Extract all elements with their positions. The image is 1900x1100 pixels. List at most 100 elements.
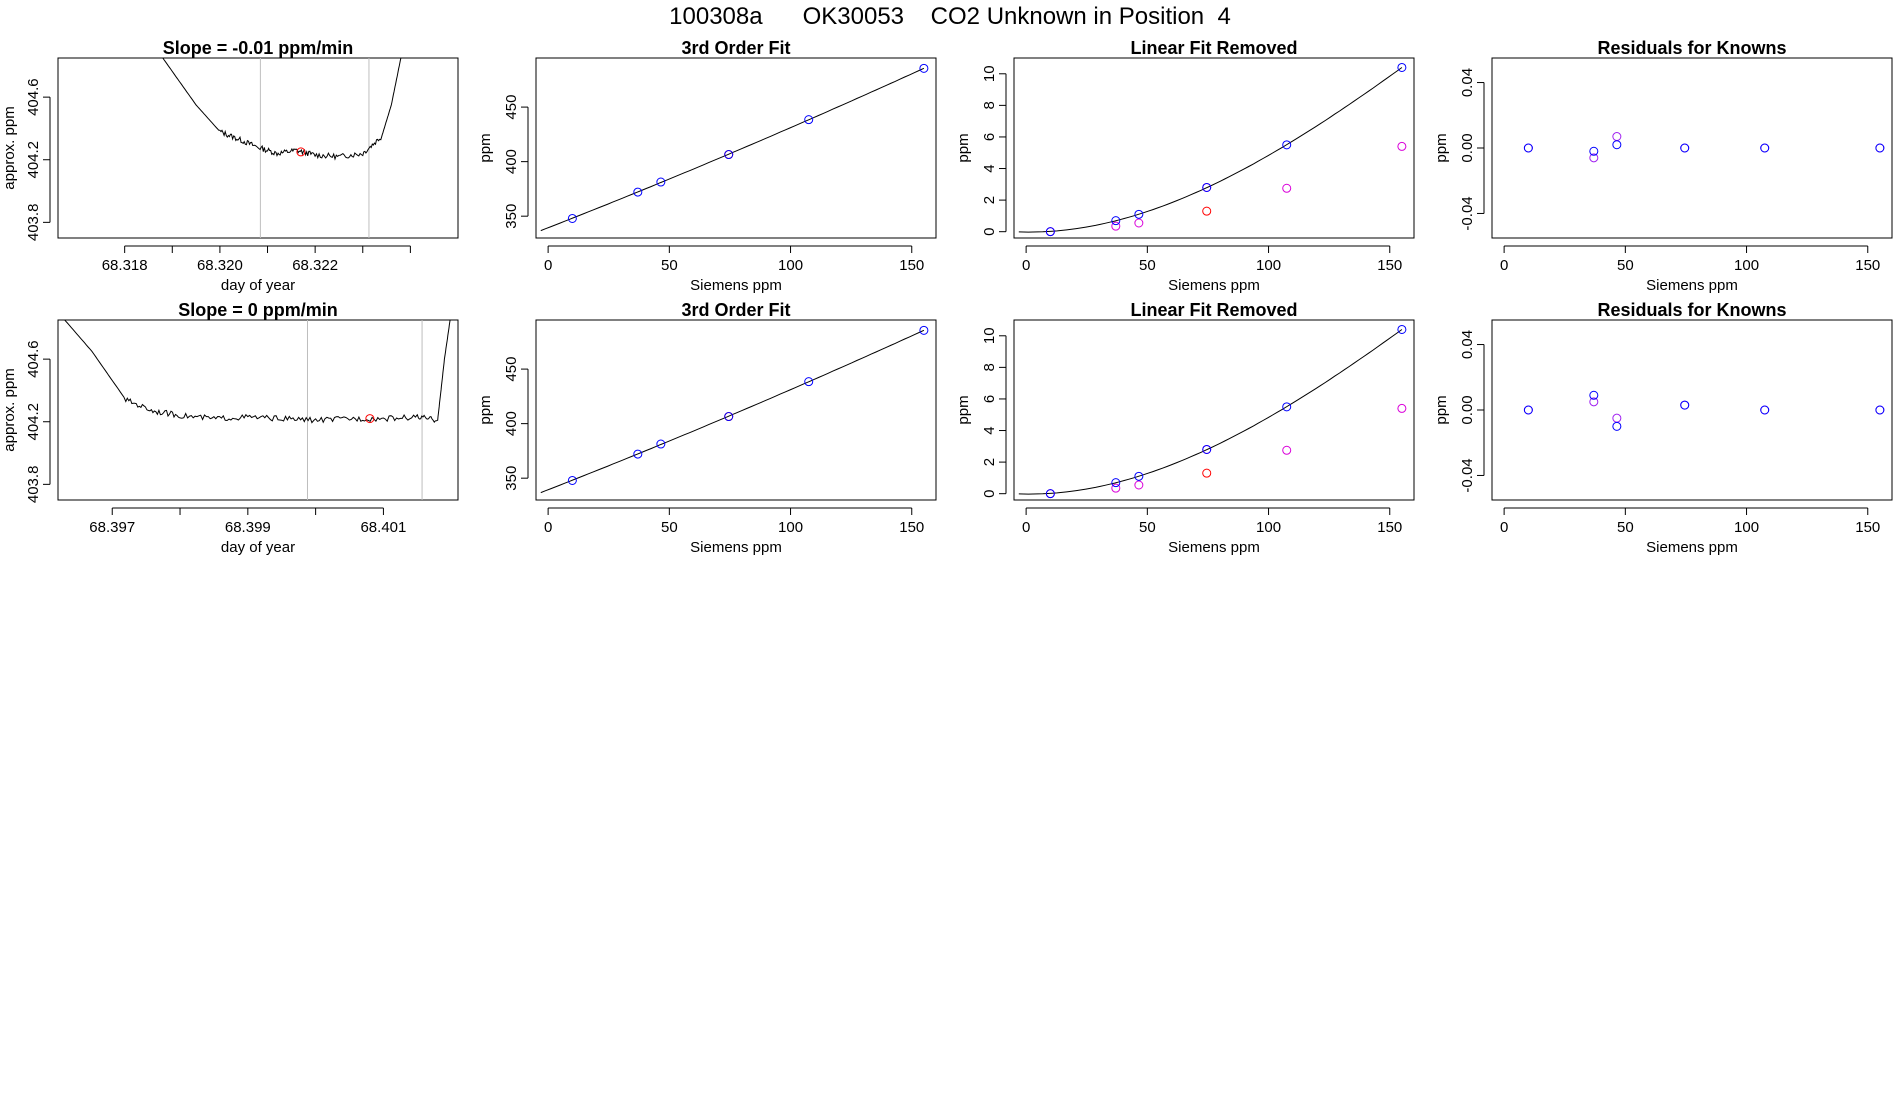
known-point (1680, 400, 1690, 410)
x-tick-label: 150 (1855, 257, 1880, 274)
plot-area (64, 320, 451, 500)
x-tick-label: 50 (1139, 257, 1156, 274)
unknown-point (1202, 206, 1212, 216)
trace-line (162, 58, 402, 161)
fit-curve (540, 67, 925, 232)
fit-curve (1018, 67, 1403, 233)
alt-point (1589, 397, 1599, 407)
plot-frame (57, 57, 459, 239)
plot-frame (1491, 57, 1893, 239)
x-axis-label: Siemens ppm (1646, 539, 1738, 556)
y-tick-label: 2 (981, 458, 998, 466)
x-tick-label: 68.318 (102, 257, 148, 274)
plot-area (540, 325, 929, 494)
y-axis-label: ppm (1433, 133, 1450, 162)
x-axis-label: Siemens ppm (1168, 539, 1260, 556)
unknown-point (1202, 468, 1212, 478)
y-tick-label: 4 (981, 164, 998, 172)
known-point (1202, 444, 1212, 454)
y-tick-label: 10 (981, 327, 998, 344)
y-axis-label: ppm (477, 133, 494, 162)
x-tick-label: 68.397 (89, 519, 135, 536)
chart-r2-timeseries: Slope = 0 ppm/min 68.397 68.399 68.401 day o… (1, 300, 459, 556)
x-tick-label: 150 (1855, 519, 1880, 536)
fit-curve (1018, 329, 1403, 495)
x-axis-label: day of year (221, 277, 295, 294)
x-tick-label: 50 (1617, 519, 1634, 536)
known-point (1680, 143, 1690, 153)
y-axis-label: ppm (955, 395, 972, 424)
known-point (1612, 421, 1622, 431)
x-tick-label: 68.399 (225, 519, 271, 536)
known-point (1134, 209, 1144, 219)
known-point (1111, 216, 1121, 226)
known-point (567, 475, 577, 485)
y-tick-label: 404.6 (25, 78, 42, 116)
y-axis-label: ppm (955, 133, 972, 162)
x-tick-label: 150 (1377, 257, 1402, 274)
known-point (1875, 143, 1885, 153)
known-point (1045, 227, 1055, 237)
y-axis-label: approx. ppm (1, 106, 18, 189)
plot-area (1018, 324, 1407, 499)
known-point (804, 115, 814, 125)
alt-point (1134, 218, 1144, 228)
y-tick-label: 404.2 (25, 403, 42, 441)
y-tick-label: 10 (981, 65, 998, 82)
known-point (919, 325, 929, 335)
plot-frame (1013, 319, 1415, 501)
x-tick-label: 150 (899, 519, 924, 536)
x-tick-label: 0 (1500, 519, 1508, 536)
plot-frame (535, 57, 937, 239)
chart-title: Slope = 0 ppm/min (178, 300, 338, 320)
alt-point (1111, 221, 1121, 231)
y-tick-label: 400 (503, 411, 520, 436)
x-tick-label: 50 (661, 257, 678, 274)
alt-point (1282, 445, 1292, 455)
x-tick-label: 100 (1734, 519, 1759, 536)
known-point (1282, 140, 1292, 150)
y-tick-label: 403.8 (25, 466, 42, 504)
alt-point (1612, 413, 1622, 423)
chart-title: 3rd Order Fit (681, 38, 790, 58)
y-tick-label: 350 (503, 204, 520, 229)
y-tick-label: 6 (981, 133, 998, 141)
x-tick-label: 150 (899, 257, 924, 274)
known-point (919, 63, 929, 73)
plot-frame (535, 319, 937, 501)
y-tick-label: 6 (981, 395, 998, 403)
y-tick-label: 450 (503, 95, 520, 120)
y-tick-label: 4 (981, 426, 998, 434)
known-point (1397, 62, 1407, 72)
known-point (1589, 390, 1599, 400)
y-tick-label: 450 (503, 357, 520, 382)
x-axis-label: Siemens ppm (690, 277, 782, 294)
y-tick-label: -0.04 (1459, 196, 1476, 230)
y-tick-label: 404.6 (25, 340, 42, 378)
alt-point (1589, 153, 1599, 163)
y-tick-label: 400 (503, 149, 520, 174)
alt-point (1134, 480, 1144, 490)
plot-area (1523, 390, 1885, 431)
chart-title: Residuals for Knowns (1597, 38, 1786, 58)
fit-curve (540, 329, 925, 494)
y-tick-label: 0.04 (1459, 68, 1476, 97)
plot-frame (1491, 319, 1893, 501)
y-tick-label: 0.00 (1459, 133, 1476, 162)
y-tick-label: -0.04 (1459, 458, 1476, 492)
plot-area (1018, 62, 1407, 237)
alt-point (1397, 141, 1407, 151)
known-point (1202, 182, 1212, 192)
plot-area (1523, 132, 1885, 163)
plot-area (162, 58, 402, 238)
known-point (633, 449, 643, 459)
chart-r1-timeseries: Slope = -0.01 ppm/min 68.318 68.320 68.322 d… (1, 38, 459, 294)
alt-point (1111, 483, 1121, 493)
alt-point (1397, 403, 1407, 413)
x-tick-label: 68.320 (197, 257, 243, 274)
x-tick-label: 100 (1256, 257, 1281, 274)
x-tick-label: 50 (1617, 257, 1634, 274)
y-tick-label: 404.2 (25, 141, 42, 179)
x-tick-label: 100 (778, 519, 803, 536)
